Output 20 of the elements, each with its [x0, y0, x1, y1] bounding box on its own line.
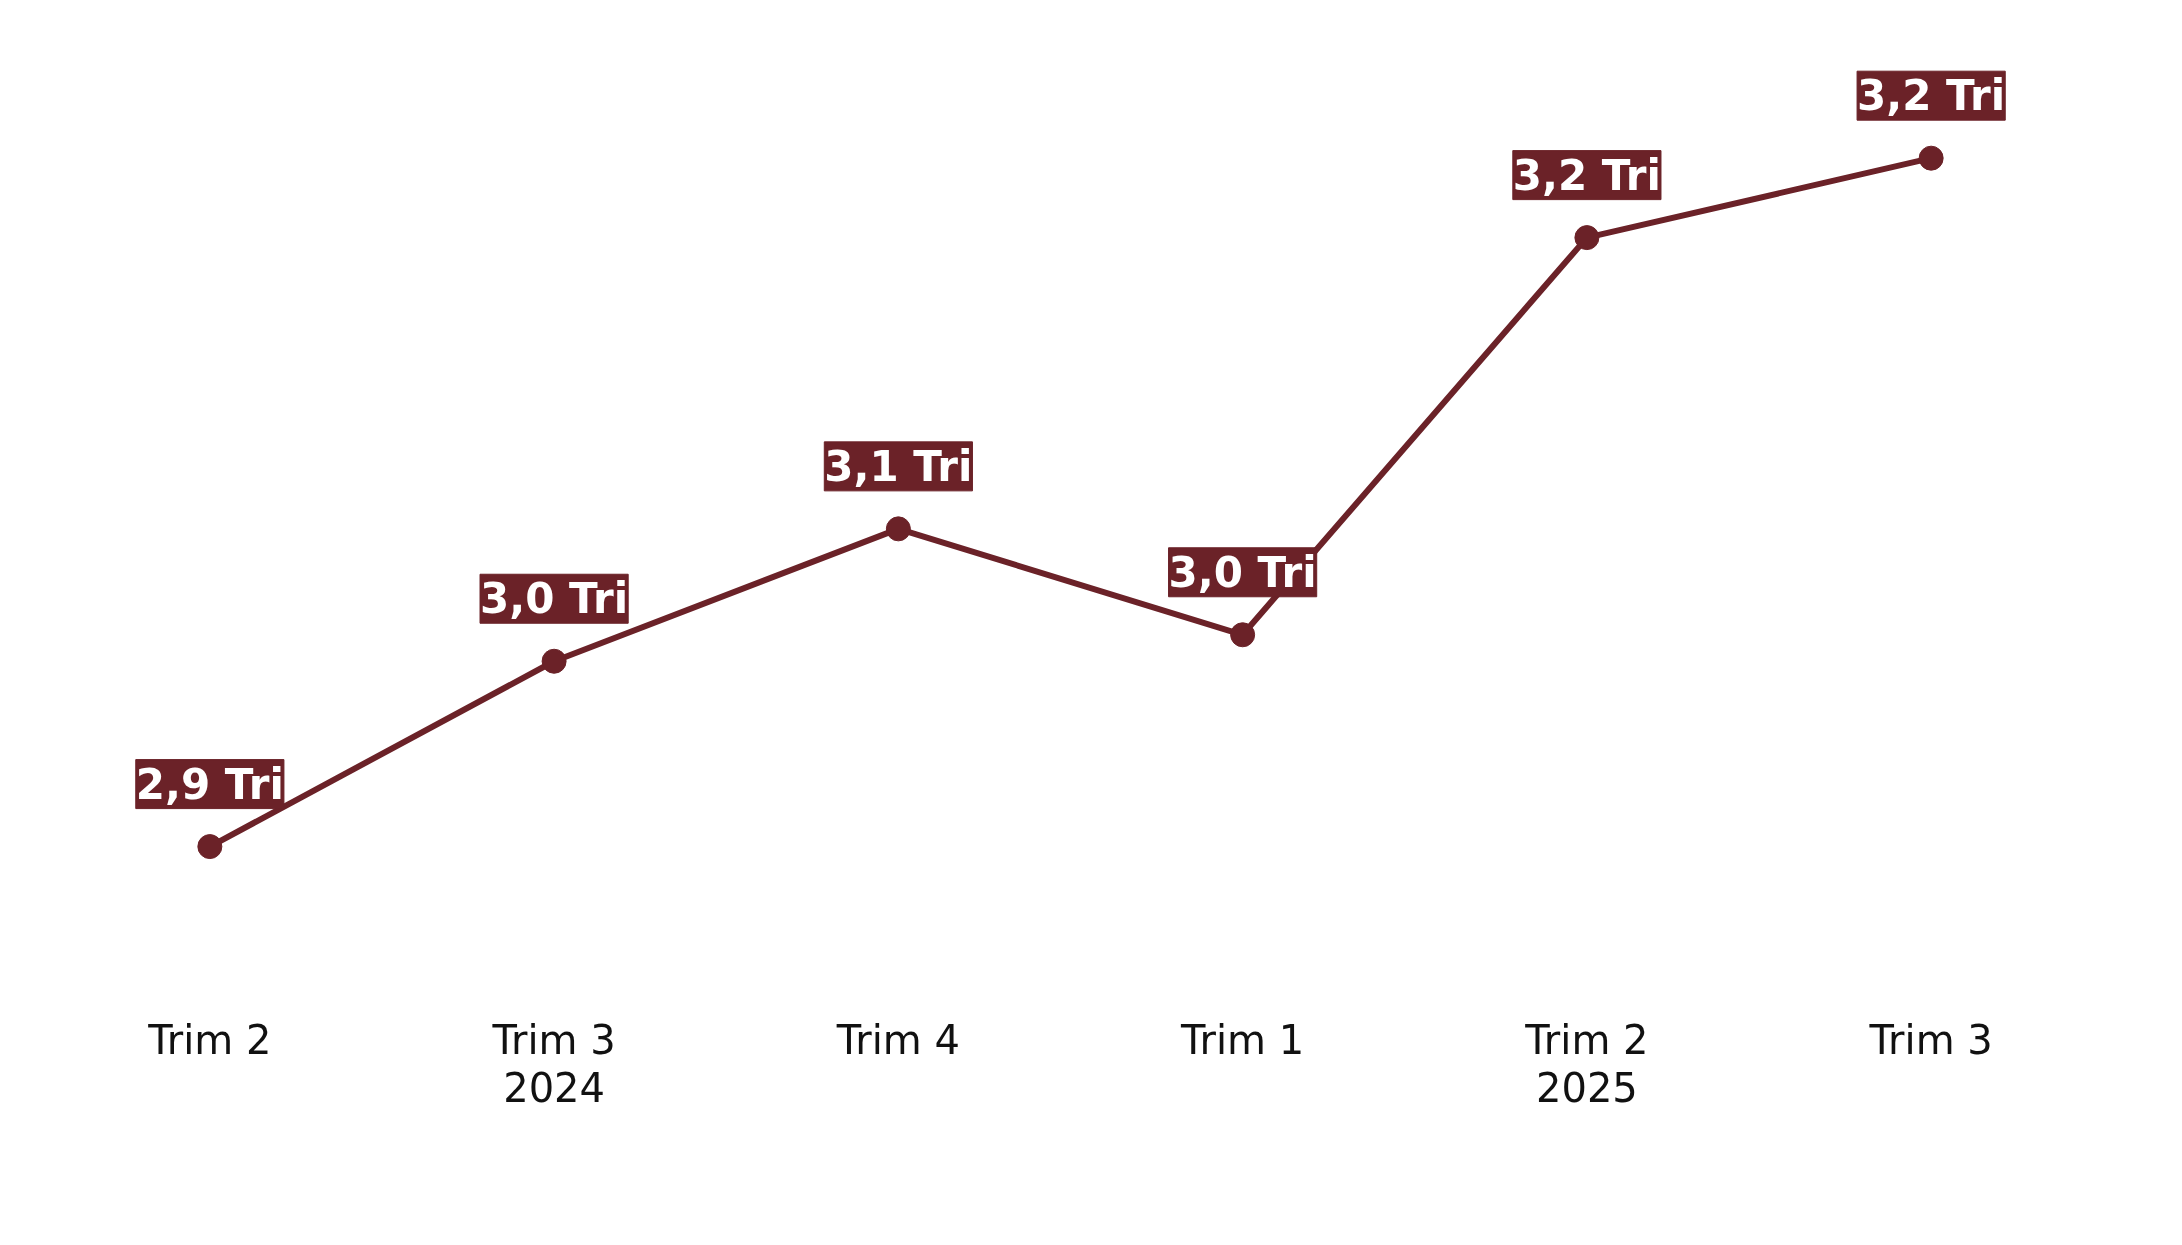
- data-label: 3,2 Tri: [1512, 150, 1661, 200]
- x-tick-label: Trim 3: [1868, 1016, 1993, 1063]
- data-label: 3,0 Tri: [1168, 547, 1317, 597]
- point: [1574, 225, 1600, 251]
- point: [197, 834, 223, 860]
- data-label: 3,2 Tri: [1857, 71, 2006, 121]
- x-tick-label: Trim 2: [147, 1016, 272, 1063]
- point: [541, 648, 567, 674]
- x-tick-label: Trim 2: [1524, 1016, 1649, 1063]
- x-tick-label: Trim 4: [835, 1016, 960, 1063]
- text: 2025: [1535, 1064, 1638, 1111]
- data-label: 3,0 Tri: [480, 574, 629, 624]
- point: [1918, 145, 1944, 171]
- x-tick-label: Trim 3: [491, 1016, 616, 1063]
- data-label: 2,9 Tri: [135, 759, 284, 809]
- point: [1230, 622, 1256, 648]
- data-label: 3,1 Tri: [824, 441, 973, 491]
- text: 2024: [503, 1064, 606, 1111]
- x-tick-label: Trim 1: [1180, 1016, 1305, 1063]
- point: [885, 516, 911, 542]
